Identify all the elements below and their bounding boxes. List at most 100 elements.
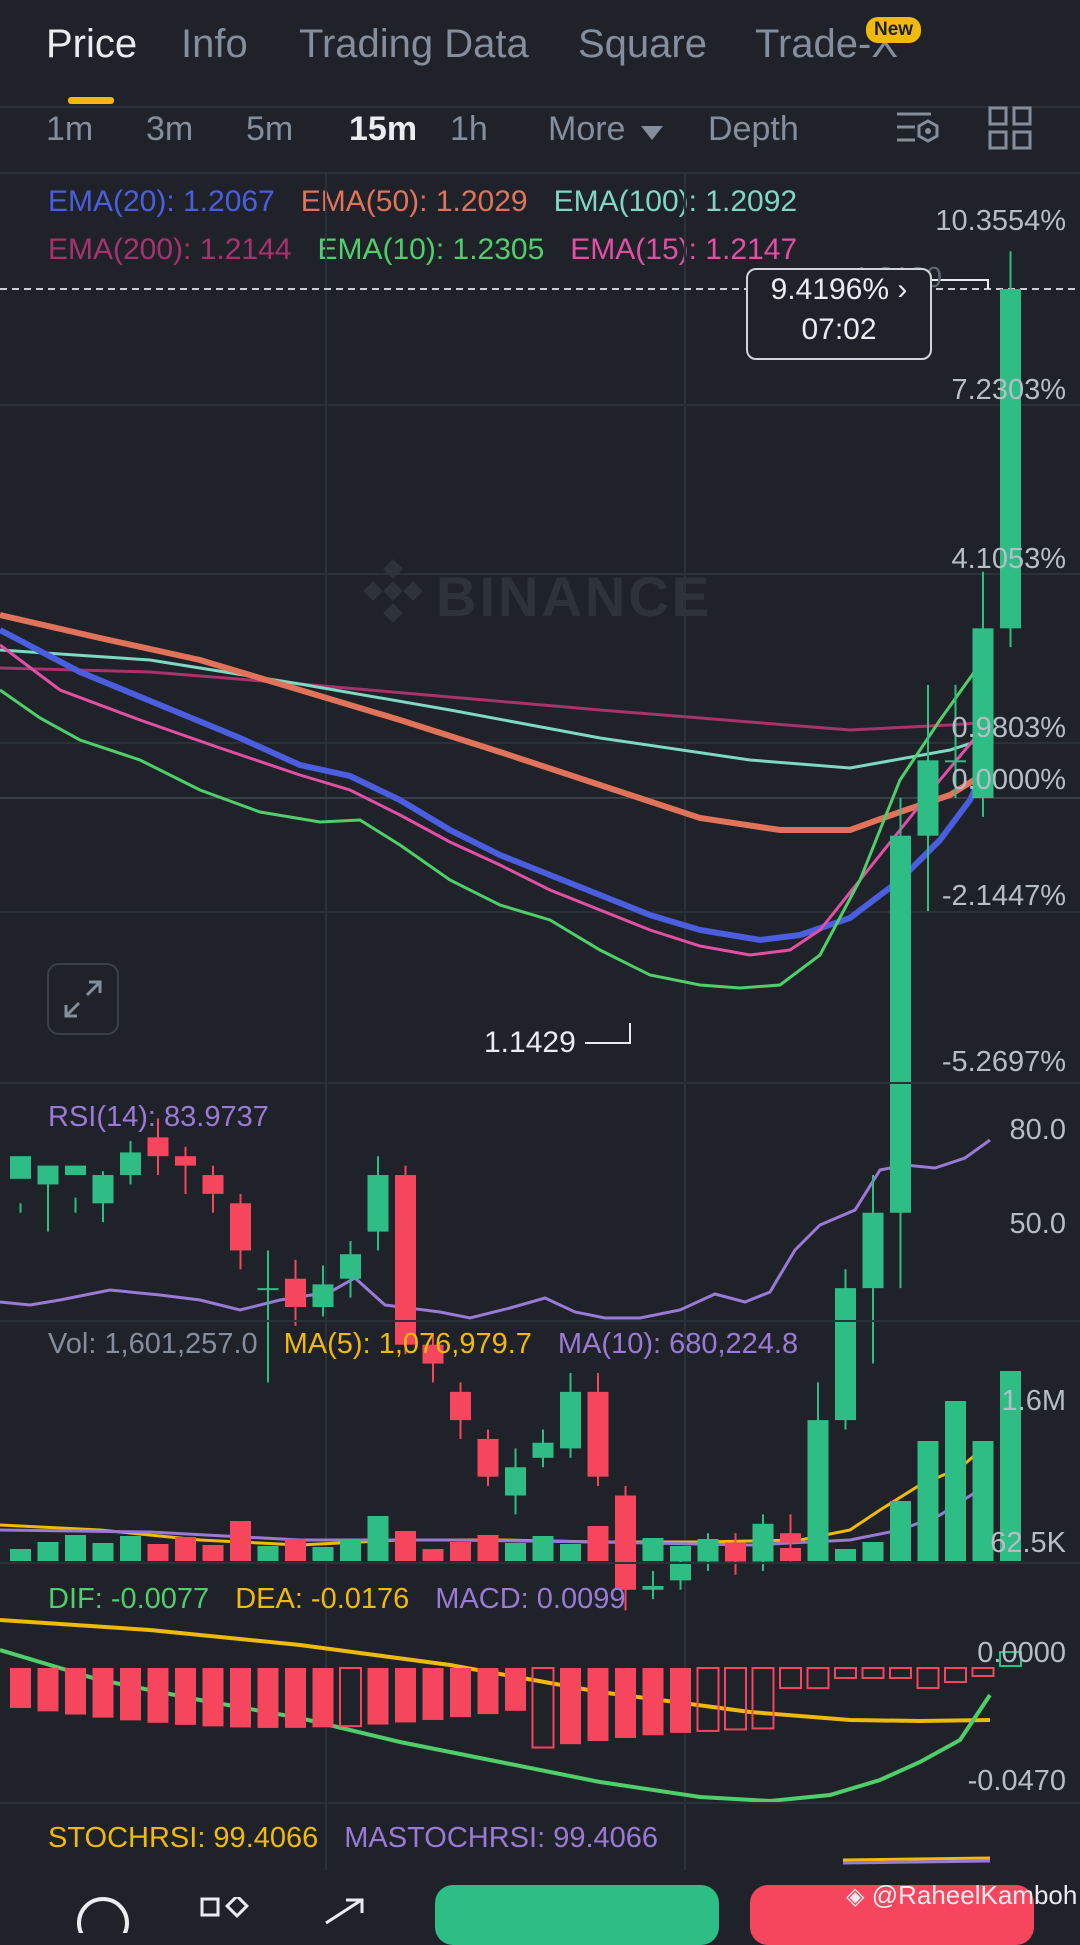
candle[interactable] — [615, 1495, 636, 1590]
share-icon[interactable] — [320, 1897, 370, 1927]
interval-toolbar: 1m 3m 5m 15m 1h More Depth — [0, 106, 1080, 174]
markets-icon[interactable] — [200, 1897, 250, 1927]
more-dropdown[interactable]: More — [548, 110, 663, 149]
macd-bar — [779, 1667, 802, 1690]
volume-bar — [917, 1441, 939, 1561]
candle[interactable] — [257, 1288, 279, 1291]
candle[interactable] — [147, 1137, 169, 1157]
volume-bar — [10, 1549, 31, 1561]
candle[interactable] — [37, 1165, 59, 1185]
candle[interactable] — [532, 1442, 554, 1458]
candle[interactable] — [65, 1165, 86, 1176]
volume-bar — [945, 1401, 966, 1561]
binance-logo-icon — [363, 559, 423, 623]
tab-info[interactable]: Info — [181, 22, 248, 66]
tab-trading-data[interactable]: Trading Data — [299, 22, 529, 66]
macd-bar — [312, 1668, 334, 1728]
tooltip-percent: 9.4196% › — [770, 273, 908, 306]
volume-bar — [92, 1543, 114, 1561]
volume-bar — [202, 1545, 224, 1561]
macd-bar — [37, 1668, 59, 1712]
interval-3m[interactable]: 3m — [146, 110, 194, 148]
tooltip-time: 07:02 — [801, 313, 877, 346]
macd-bar — [615, 1668, 636, 1738]
volume-bar — [752, 1540, 774, 1561]
volume-bar — [257, 1546, 279, 1561]
macd-bar — [531, 1667, 555, 1749]
candle[interactable] — [890, 835, 911, 1213]
candle[interactable] — [230, 1203, 251, 1251]
macd-bar — [889, 1667, 912, 1679]
volume-bar — [890, 1501, 911, 1561]
volume-legend: Vol: 1,601,257.0 MA(5): 1,076,979.7 MA(10)… — [48, 1328, 824, 1361]
candle[interactable] — [395, 1175, 416, 1345]
candle[interactable] — [450, 1391, 471, 1421]
divider-rsi — [0, 1082, 1080, 1084]
interval-5m[interactable]: 5m — [246, 110, 294, 148]
candle[interactable] — [367, 1175, 389, 1232]
macd-bar — [999, 1651, 1022, 1667]
macd-bar — [944, 1667, 967, 1683]
buy-button[interactable] — [435, 1885, 719, 1945]
candle[interactable] — [422, 1344, 444, 1364]
volume-bar — [367, 1516, 389, 1561]
candle[interactable] — [917, 760, 939, 836]
layout-grid-icon[interactable] — [988, 106, 1032, 150]
new-badge: New — [866, 17, 922, 43]
macd-bar — [505, 1668, 526, 1711]
candle[interactable] — [807, 1420, 829, 1543]
fullscreen-button[interactable] — [47, 963, 119, 1035]
more-options-icon[interactable] — [76, 1893, 130, 1933]
interval-15m[interactable]: 15m — [349, 110, 418, 148]
crosshair-tooltip[interactable]: 9.4196% › 07:02 — [746, 268, 932, 360]
candle[interactable] — [945, 760, 966, 763]
candle[interactable] — [560, 1391, 581, 1449]
candle[interactable] — [670, 1561, 691, 1581]
candle[interactable] — [120, 1152, 141, 1176]
chart-settings-icon[interactable] — [895, 108, 941, 150]
ema10-line — [0, 649, 992, 990]
macd-bar — [642, 1668, 664, 1736]
candle[interactable] — [202, 1175, 224, 1194]
candle[interactable] — [505, 1467, 526, 1496]
macd-axis-low: -0.0470 — [967, 1765, 1066, 1797]
volume-bar — [65, 1535, 86, 1561]
candle[interactable] — [780, 1533, 801, 1543]
volume-bar — [340, 1540, 361, 1561]
candles-group — [10, 251, 1021, 1611]
macd-bar — [450, 1668, 471, 1718]
candle[interactable] — [862, 1212, 884, 1289]
axis-label-4: 0.9803% — [951, 712, 1067, 744]
macd-bar — [202, 1668, 224, 1727]
candle[interactable] — [312, 1284, 334, 1307]
ema200-label: EMA(200): 1.2144 — [48, 233, 292, 266]
depth-tab[interactable]: Depth — [708, 110, 799, 148]
macd-bar — [230, 1668, 251, 1728]
volume-bar — [37, 1542, 59, 1561]
candle[interactable] — [92, 1175, 114, 1204]
candle[interactable] — [10, 1156, 31, 1179]
tab-square[interactable]: Square — [578, 22, 707, 66]
tooltip-connector — [926, 279, 989, 289]
candle[interactable] — [972, 628, 994, 798]
interval-1h[interactable]: 1h — [450, 110, 488, 148]
divider-macd — [0, 1562, 1080, 1564]
candle[interactable] — [642, 1586, 664, 1590]
tab-price[interactable]: Price — [46, 22, 138, 66]
macd-bar — [806, 1667, 830, 1690]
axis-label-7: -5.2697% — [941, 1046, 1066, 1078]
candle[interactable] — [1000, 289, 1021, 629]
candle[interactable] — [285, 1278, 306, 1307]
axis-label-2: 7.2303% — [951, 374, 1067, 406]
volume-bar — [972, 1441, 994, 1561]
candle[interactable] — [340, 1254, 361, 1279]
interval-1m[interactable]: 1m — [46, 110, 94, 148]
axis-label-6: -2.1447% — [941, 880, 1066, 912]
credit-text: @RaheelKamboh — [871, 1880, 1078, 1910]
candle[interactable] — [175, 1156, 196, 1166]
candle[interactable] — [587, 1391, 609, 1477]
candle[interactable] — [477, 1438, 499, 1477]
volume-bar — [1000, 1371, 1021, 1561]
candle[interactable] — [835, 1288, 856, 1421]
